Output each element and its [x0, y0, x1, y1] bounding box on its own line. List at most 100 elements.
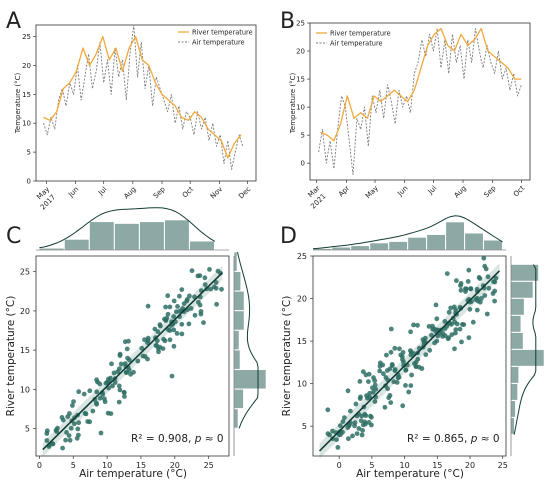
scatter-point — [117, 387, 123, 393]
scatter-point — [198, 309, 204, 314]
scatter-point — [59, 415, 65, 420]
scatter-point — [434, 316, 440, 322]
scatter-point — [392, 345, 398, 351]
scatter-point — [383, 375, 389, 380]
scatter-point — [201, 320, 206, 325]
y-tick-label: 25 — [20, 268, 30, 277]
scatter-point — [98, 430, 104, 436]
scatter-point — [359, 432, 365, 438]
scatter-point — [188, 306, 194, 311]
top-histogram-bar — [89, 221, 115, 251]
x-tick-label: 25 — [498, 461, 508, 470]
scatter-point — [175, 304, 180, 309]
panel-c: 5 10 15 20 25 0 5 10 15 20 25 Air temperature (°C… — [5, 207, 267, 480]
scatter-point — [195, 273, 201, 279]
panel-d-scatter — [318, 255, 501, 459]
scatter-point — [432, 326, 437, 332]
top-histogram-bar — [350, 245, 370, 251]
scatter-point — [171, 314, 177, 319]
y-tick-label: 15 — [22, 91, 31, 99]
top-histogram-bar — [483, 239, 503, 251]
scatter-point — [173, 309, 179, 315]
scatter-point — [70, 403, 75, 408]
panel-c-y-ticks: 5 10 15 20 25 — [20, 268, 36, 434]
right-histogram-bar — [510, 366, 519, 384]
top-histogram-bar — [139, 221, 165, 251]
scatter-point — [122, 339, 128, 345]
scatter-point — [397, 346, 402, 352]
top-histogram-bar — [445, 221, 465, 251]
scatter-point — [354, 431, 360, 436]
scatter-point — [356, 426, 362, 431]
scatter-point — [468, 286, 474, 292]
scatter-point — [459, 339, 464, 345]
scatter-point — [384, 352, 389, 358]
scatter-point — [97, 381, 103, 387]
scatter-point — [75, 426, 81, 432]
scatter-point — [409, 372, 414, 378]
scatter-point — [360, 428, 365, 433]
right-histogram-density — [237, 251, 259, 429]
scatter-point — [67, 411, 72, 416]
x-tick-label: Jun — [66, 185, 80, 199]
scatter-point — [340, 419, 346, 424]
scatter-point — [362, 411, 368, 417]
right-histogram-bar — [233, 251, 238, 272]
y-tick-label: 5 — [302, 422, 307, 431]
x-tick-label: 0 — [37, 461, 42, 470]
scatter-point — [386, 395, 392, 401]
right-histogram-bar — [510, 315, 522, 333]
scatter-point — [367, 390, 372, 396]
x-tick-label: 10 — [399, 461, 409, 470]
panel-c-xlabel: Air temperature (°C) — [79, 468, 187, 480]
scatter-point — [474, 295, 480, 301]
right-histogram-bar — [233, 389, 244, 409]
panel-c-top-histogram — [36, 207, 229, 251]
top-histogram-bar — [64, 239, 90, 251]
scatter-point — [421, 339, 427, 345]
scatter-point — [392, 367, 398, 372]
scatter-point — [66, 433, 72, 438]
scatter-point — [145, 303, 151, 309]
scatter-point — [186, 321, 192, 327]
y-tick-label: 0 — [301, 160, 305, 168]
panel-a-frame — [35, 24, 257, 182]
x-tick-label: Sep — [152, 185, 167, 200]
scatter-point — [342, 415, 347, 421]
scatter-point — [117, 366, 122, 372]
scatter-point — [454, 278, 459, 283]
panel-label-a: A — [6, 9, 21, 34]
scatter-point — [64, 430, 69, 435]
x-tick-label: 0 — [337, 461, 342, 470]
y-tick-label: 20 — [22, 62, 31, 70]
scatter-point — [419, 366, 425, 371]
scatter-point — [458, 283, 463, 288]
right-histogram-bar — [510, 332, 524, 350]
scatter-point — [196, 299, 201, 305]
right-histogram-bar — [233, 349, 241, 370]
scatter-point — [126, 357, 132, 363]
top-histogram-bar — [388, 241, 408, 251]
scatter-point — [360, 369, 366, 375]
panel-d-xlabel: Air temperature (°C) — [356, 468, 464, 480]
scatter-point — [449, 332, 455, 337]
x-tick-label: 5 — [71, 461, 76, 470]
scatter-point — [44, 438, 50, 443]
scatter-point — [460, 322, 465, 327]
scatter-point — [167, 337, 173, 343]
scatter-point — [177, 293, 182, 299]
right-histogram-bar — [510, 298, 525, 316]
right-histogram-bar — [233, 369, 267, 390]
scatter-point — [215, 268, 221, 274]
y-tick-label: 20 — [296, 48, 305, 56]
panel-a-ylabel: Temperature (°C) — [14, 73, 22, 135]
scatter-point — [123, 370, 129, 375]
legend-air-label: Air temperature — [330, 40, 383, 48]
y-tick-label: 10 — [20, 385, 30, 394]
x-tick-label: 10 — [102, 461, 112, 470]
right-histogram-bar — [510, 383, 518, 401]
top-histogram-bar — [164, 219, 190, 251]
scatter-point — [90, 408, 96, 414]
top-histogram-bar — [331, 246, 351, 251]
